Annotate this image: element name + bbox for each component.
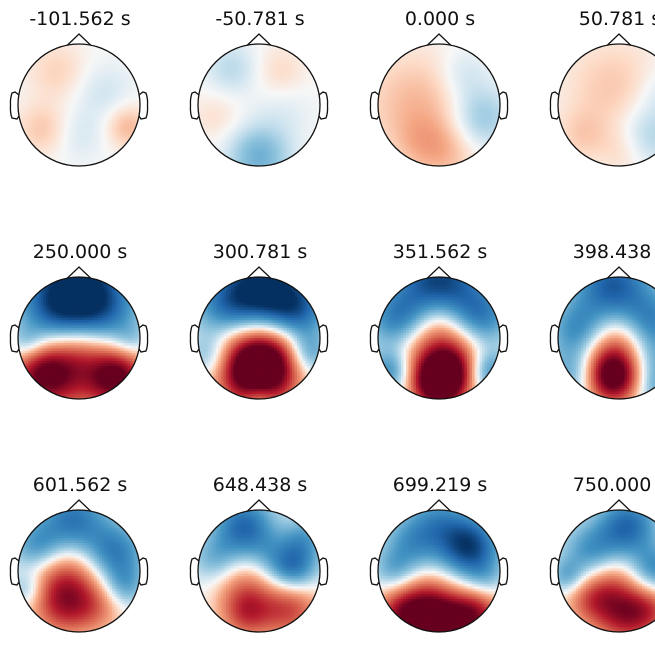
topomap-time-label: -50.781 s bbox=[180, 8, 340, 30]
topomap-panel: 648.438 s bbox=[180, 474, 360, 655]
nose-marker bbox=[426, 499, 452, 512]
head-topomap bbox=[189, 266, 329, 400]
topomap-panel: 750.000 s bbox=[540, 474, 655, 655]
nose-marker bbox=[246, 499, 272, 512]
head-topomap bbox=[549, 499, 655, 633]
topomap-time-label: -101.562 s bbox=[0, 8, 160, 30]
nose-marker bbox=[426, 33, 452, 46]
topomap-panel: 0.000 s bbox=[360, 8, 540, 208]
left-ear-marker bbox=[189, 324, 200, 353]
head-topomap bbox=[9, 266, 149, 400]
nose-marker bbox=[66, 33, 92, 46]
topomap-time-label: 699.219 s bbox=[360, 474, 520, 496]
head-topomap bbox=[9, 33, 149, 167]
topomap-time-label: 601.562 s bbox=[0, 474, 160, 496]
topomap-panel: 250.000 s bbox=[0, 241, 180, 441]
topomap-time-label: 300.781 s bbox=[180, 241, 340, 263]
topomap-time-label: 351.562 s bbox=[360, 241, 520, 263]
right-ear-marker bbox=[498, 91, 509, 120]
right-ear-marker bbox=[498, 324, 509, 353]
left-ear-marker bbox=[9, 557, 20, 586]
scalp-field bbox=[198, 510, 320, 632]
nose-marker bbox=[246, 33, 272, 46]
head-outline bbox=[17, 43, 141, 167]
head-outline bbox=[197, 509, 321, 633]
head-topomap bbox=[549, 266, 655, 400]
nose-marker bbox=[426, 266, 452, 279]
left-ear-marker bbox=[9, 324, 20, 353]
head-outline bbox=[557, 43, 655, 167]
left-ear-marker bbox=[549, 91, 560, 120]
right-ear-marker bbox=[318, 91, 329, 120]
left-ear-marker bbox=[549, 557, 560, 586]
head-outline bbox=[17, 509, 141, 633]
head-topomap bbox=[189, 499, 329, 633]
scalp-field bbox=[558, 510, 655, 632]
head-outline bbox=[377, 276, 501, 400]
scalp-field bbox=[558, 44, 655, 166]
right-ear-marker bbox=[138, 91, 149, 120]
scalp-field bbox=[558, 277, 655, 399]
head-topomap bbox=[549, 33, 655, 167]
left-ear-marker bbox=[189, 557, 200, 586]
scalp-field bbox=[378, 44, 500, 166]
topomap-time-label: 750.000 s bbox=[540, 474, 655, 496]
topomap-time-label: 250.000 s bbox=[0, 241, 160, 263]
head-outline bbox=[197, 43, 321, 167]
left-ear-marker bbox=[189, 91, 200, 120]
nose-marker bbox=[606, 266, 632, 279]
topomap-panel: 300.781 s bbox=[180, 241, 360, 441]
right-ear-marker bbox=[498, 557, 509, 586]
head-topomap bbox=[369, 499, 509, 633]
left-ear-marker bbox=[9, 91, 20, 120]
head-topomap bbox=[369, 266, 509, 400]
nose-marker bbox=[66, 266, 92, 279]
right-ear-marker bbox=[138, 324, 149, 353]
topomap-panel: 601.562 s bbox=[0, 474, 180, 655]
topomap-panel: -101.562 s bbox=[0, 8, 180, 208]
left-ear-marker bbox=[369, 91, 380, 120]
topomap-panel: 50.781 s bbox=[540, 8, 655, 208]
head-outline bbox=[377, 509, 501, 633]
scalp-field bbox=[198, 44, 320, 166]
nose-marker bbox=[66, 499, 92, 512]
head-outline bbox=[557, 509, 655, 633]
scalp-field bbox=[18, 510, 140, 632]
topomap-time-label: 0.000 s bbox=[360, 8, 520, 30]
head-outline bbox=[377, 43, 501, 167]
nose-marker bbox=[606, 33, 632, 46]
right-ear-marker bbox=[318, 557, 329, 586]
right-ear-marker bbox=[318, 324, 329, 353]
head-topomap bbox=[369, 33, 509, 167]
left-ear-marker bbox=[549, 324, 560, 353]
topomap-panel: 398.438 s bbox=[540, 241, 655, 441]
head-topomap bbox=[9, 499, 149, 633]
topomap-panel: 351.562 s bbox=[360, 241, 540, 441]
left-ear-marker bbox=[369, 557, 380, 586]
topomap-time-label: 50.781 s bbox=[540, 8, 655, 30]
topomap-panel: 699.219 s bbox=[360, 474, 540, 655]
nose-marker bbox=[246, 266, 272, 279]
head-outline bbox=[17, 276, 141, 400]
topomap-time-label: 648.438 s bbox=[180, 474, 340, 496]
topomap-panel: -50.781 s bbox=[180, 8, 360, 208]
head-outline bbox=[557, 276, 655, 400]
left-ear-marker bbox=[369, 324, 380, 353]
head-topomap bbox=[189, 33, 329, 167]
head-outline bbox=[197, 276, 321, 400]
right-ear-marker bbox=[138, 557, 149, 586]
topomap-time-label: 398.438 s bbox=[540, 241, 655, 263]
nose-marker bbox=[606, 499, 632, 512]
